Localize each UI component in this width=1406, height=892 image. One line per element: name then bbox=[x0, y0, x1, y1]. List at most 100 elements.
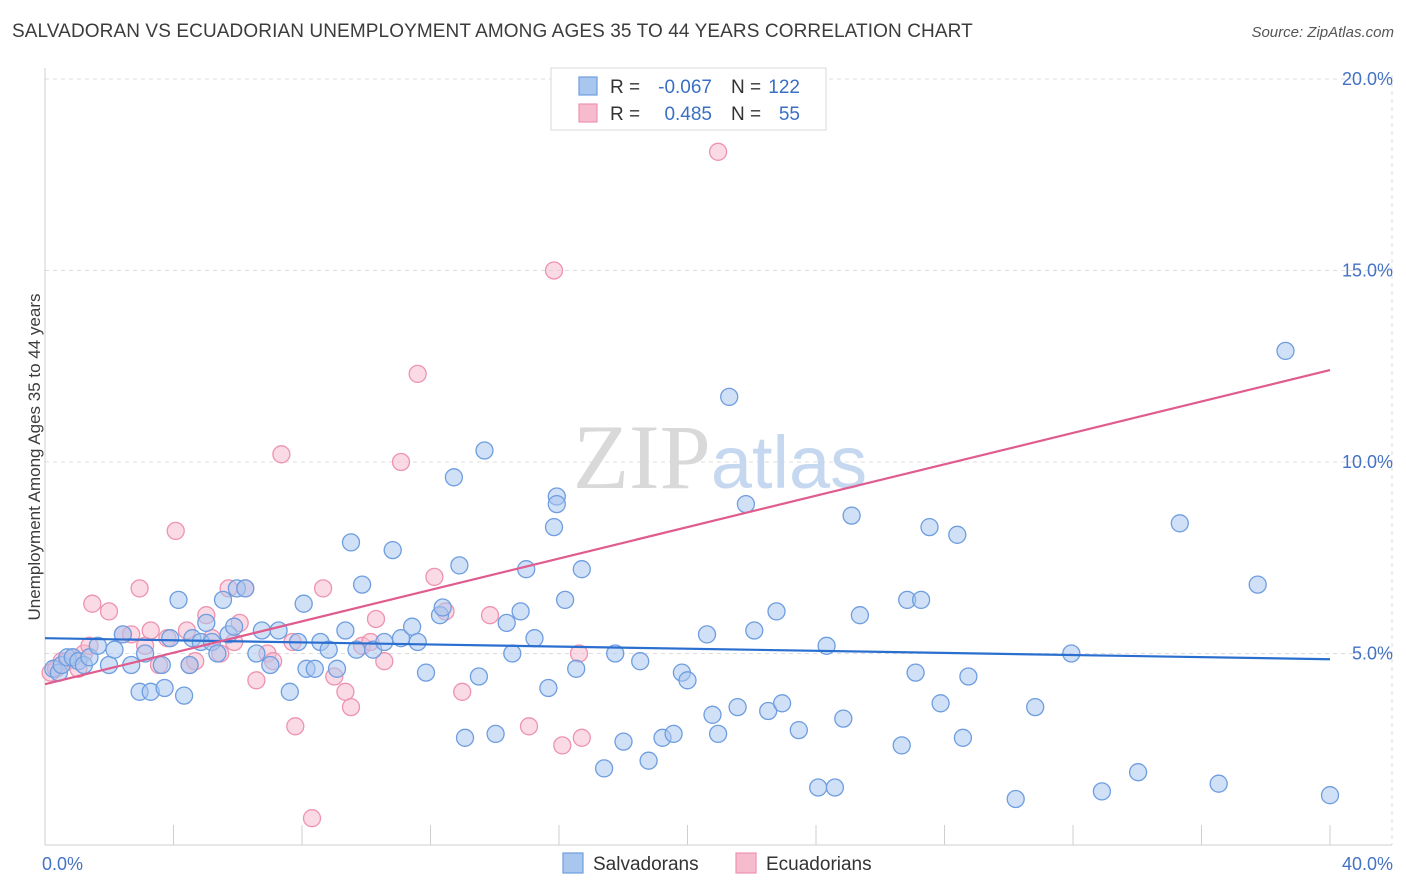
point-ecuadorians-33 bbox=[286, 717, 305, 736]
point-salvadorans-109 bbox=[1026, 697, 1045, 717]
watermark-zip: ZIP bbox=[573, 406, 711, 508]
point-salvadorans-76 bbox=[631, 652, 650, 671]
point-ecuadorians-38 bbox=[341, 697, 361, 717]
point-salvadorans-114 bbox=[1209, 774, 1228, 793]
y-tick-label-5: 5.0% bbox=[1352, 644, 1393, 664]
point-salvadorans-20 bbox=[174, 686, 194, 705]
point-salvadorans-111 bbox=[1092, 782, 1112, 801]
point-ecuadorians-35 bbox=[313, 579, 333, 598]
axes bbox=[44, 68, 1392, 846]
point-salvadorans-34 bbox=[261, 655, 280, 675]
bottom-legend-swatch-ecuadorians bbox=[735, 852, 757, 874]
point-salvadorans-79 bbox=[664, 724, 683, 744]
legend-n-value-0: 122 bbox=[768, 77, 800, 98]
point-salvadorans-50 bbox=[383, 540, 402, 560]
point-ecuadorians-37 bbox=[336, 682, 355, 701]
point-salvadorans-65 bbox=[511, 602, 530, 621]
point-salvadorans-52 bbox=[402, 617, 422, 636]
point-salvadorans-58 bbox=[450, 556, 469, 575]
legend: R = -0.067 N = 122 R = 0.485 N = 55 bbox=[550, 67, 827, 131]
point-salvadorans-38 bbox=[294, 594, 313, 613]
point-salvadorans-93 bbox=[809, 778, 828, 797]
y-tick-labels: 5.0% 10.0% 15.0% 20.0% bbox=[1342, 69, 1393, 664]
point-salvadorans-87 bbox=[736, 494, 756, 514]
point-salvadorans-56 bbox=[433, 598, 452, 617]
point-ecuadorians-17 bbox=[166, 521, 185, 541]
point-ecuadorians-50 bbox=[544, 261, 564, 280]
point-salvadorans-19 bbox=[169, 590, 188, 610]
point-salvadorans-71 bbox=[567, 659, 586, 678]
x-tick-label-min: 0.0% bbox=[42, 854, 83, 874]
point-salvadorans-26 bbox=[208, 644, 227, 663]
point-salvadorans-69 bbox=[544, 517, 564, 537]
x-tick-labels: 0.0% 40.0% bbox=[42, 854, 1393, 874]
point-salvadorans-107 bbox=[959, 667, 978, 686]
point-salvadorans-53 bbox=[408, 632, 427, 652]
point-salvadorans-102 bbox=[911, 590, 931, 610]
point-ecuadorians-54 bbox=[708, 142, 728, 161]
point-salvadorans-54 bbox=[416, 663, 436, 682]
point-ecuadorians-41 bbox=[366, 609, 386, 629]
point-ecuadorians-48 bbox=[480, 606, 500, 625]
y-tick-label-15: 15.0% bbox=[1342, 261, 1393, 281]
point-salvadorans-106 bbox=[953, 728, 973, 747]
legend-r-label-0: R = bbox=[610, 77, 640, 98]
point-salvadorans-90 bbox=[767, 602, 786, 621]
legend-swatch-ecuadorians bbox=[578, 103, 598, 123]
y-tick-label-10: 10.0% bbox=[1342, 452, 1393, 472]
point-salvadorans-24 bbox=[197, 613, 216, 633]
point-salvadorans-97 bbox=[842, 506, 861, 525]
point-salvadorans-44 bbox=[336, 621, 355, 640]
point-salvadorans-88 bbox=[745, 621, 764, 640]
point-salvadorans-115 bbox=[1248, 575, 1267, 594]
point-salvadorans-59 bbox=[455, 728, 475, 747]
y-tick-label-20: 20.0% bbox=[1342, 69, 1393, 89]
point-ecuadorians-34 bbox=[302, 809, 322, 828]
point-salvadorans-17 bbox=[155, 678, 174, 698]
bottom-legend-label-salvadorans: Salvadorans bbox=[593, 854, 699, 875]
legend-swatch-salvadorans bbox=[578, 76, 598, 96]
point-salvadorans-21 bbox=[180, 655, 199, 675]
point-ecuadorians-28 bbox=[247, 671, 266, 690]
chart-title: SALVADORAN VS ECUADORIAN UNEMPLOYMENT AM… bbox=[12, 21, 973, 42]
point-salvadorans-70 bbox=[555, 590, 575, 610]
point-salvadorans-57 bbox=[444, 468, 464, 487]
point-salvadorans-91 bbox=[772, 694, 792, 713]
point-salvadorans-16 bbox=[152, 655, 171, 675]
trend-line-salvadorans bbox=[44, 637, 1331, 661]
point-ecuadorians-43 bbox=[391, 452, 411, 472]
y-axis-title: Unemployment Among Ages 35 to 44 years bbox=[25, 294, 44, 621]
point-ecuadorians-47 bbox=[453, 682, 472, 701]
point-salvadorans-99 bbox=[892, 736, 911, 755]
legend-n-label-1: N = bbox=[731, 104, 761, 125]
point-salvadorans-116 bbox=[1276, 341, 1295, 361]
point-salvadorans-101 bbox=[906, 663, 925, 682]
bottom-legend-swatch-salvadorans bbox=[562, 852, 584, 874]
point-salvadorans-85 bbox=[720, 387, 739, 407]
point-salvadorans-72 bbox=[572, 560, 591, 579]
point-ecuadorians-8 bbox=[83, 594, 102, 613]
point-ecuadorians-9 bbox=[99, 602, 119, 621]
point-ecuadorians-51 bbox=[553, 736, 572, 755]
point-salvadorans-105 bbox=[948, 525, 967, 544]
legend-n-value-1: 55 bbox=[779, 104, 800, 125]
point-salvadorans-96 bbox=[834, 709, 853, 728]
point-salvadorans-63 bbox=[497, 613, 516, 633]
point-ecuadorians-44 bbox=[408, 364, 427, 384]
point-salvadorans-36 bbox=[280, 682, 299, 701]
point-salvadorans-10 bbox=[105, 640, 124, 659]
point-ecuadorians-49 bbox=[519, 717, 539, 736]
point-salvadorans-62 bbox=[486, 724, 505, 744]
bottom-legend: Salvadorans Ecuadorians bbox=[562, 852, 872, 875]
point-salvadorans-61 bbox=[475, 441, 494, 460]
point-salvadorans-45 bbox=[341, 533, 361, 552]
x-tick-label-max: 40.0% bbox=[1342, 854, 1393, 874]
legend-r-value-1: 0.485 bbox=[664, 104, 712, 125]
point-salvadorans-60 bbox=[469, 667, 489, 686]
point-salvadorans-89 bbox=[759, 701, 778, 721]
point-salvadorans-77 bbox=[639, 751, 658, 770]
point-ecuadorians-31 bbox=[272, 445, 291, 464]
point-salvadorans-112 bbox=[1128, 763, 1148, 782]
point-salvadorans-42 bbox=[319, 640, 338, 659]
point-salvadorans-18 bbox=[161, 629, 180, 648]
